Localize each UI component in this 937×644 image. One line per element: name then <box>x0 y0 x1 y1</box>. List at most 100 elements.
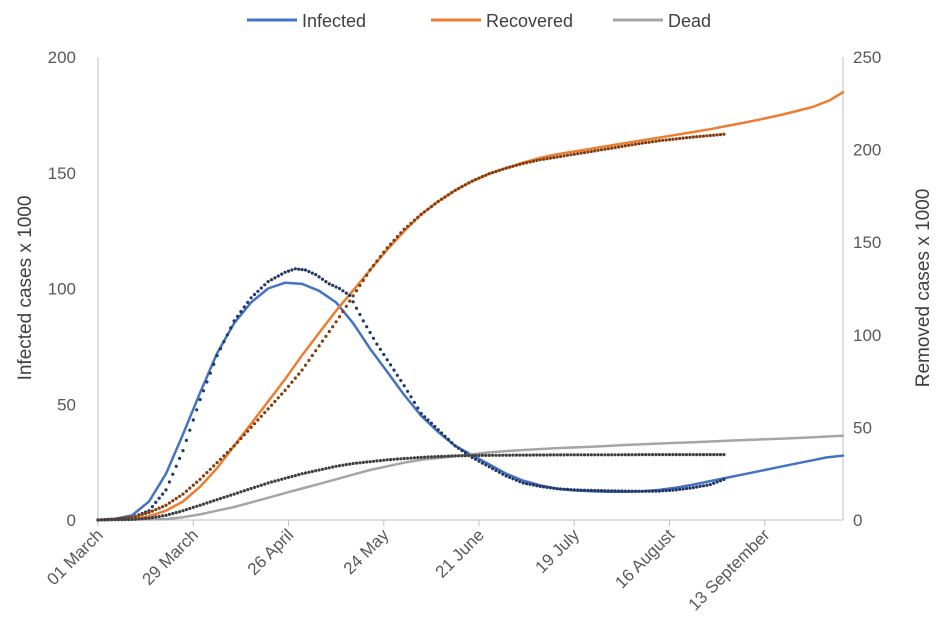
data-dot <box>382 458 386 462</box>
data-dot <box>300 472 304 476</box>
data-dot <box>208 467 212 471</box>
data-dot <box>371 263 376 268</box>
left-y-tick-label: 200 <box>48 48 76 67</box>
data-dot <box>678 136 682 141</box>
left-y-tick-label: 100 <box>48 280 76 299</box>
data-dot <box>681 136 685 140</box>
data-dot <box>334 464 338 468</box>
data-dot <box>545 157 549 161</box>
data-dot <box>116 518 120 522</box>
data-dot <box>344 291 348 295</box>
data-dot <box>385 246 389 250</box>
data-dot <box>218 457 223 461</box>
data-dot <box>654 453 658 457</box>
data-dot <box>470 454 474 458</box>
data-dot <box>174 510 178 515</box>
data-dot <box>511 477 515 481</box>
right-y-tick-label: 150 <box>853 233 881 252</box>
data-dot <box>402 384 406 388</box>
data-dot <box>450 441 454 445</box>
data-dot <box>423 455 427 459</box>
data-dot <box>263 283 267 287</box>
data-dot <box>453 454 457 458</box>
data-dot <box>562 487 566 491</box>
data-dot <box>273 276 277 280</box>
data-dot <box>229 326 233 330</box>
legend-label-infected: Infected <box>302 11 366 31</box>
data-dot <box>150 509 154 513</box>
data-dot <box>722 132 726 136</box>
data-dot <box>389 458 393 462</box>
data-dot <box>286 475 291 479</box>
data-dot <box>290 380 294 384</box>
data-dot <box>429 421 433 425</box>
data-dot <box>341 309 345 314</box>
data-dot <box>222 495 226 499</box>
data-dot <box>249 425 253 429</box>
data-dot <box>569 453 573 457</box>
data-dot <box>701 484 706 488</box>
data-dot <box>582 453 587 457</box>
data-dot <box>457 446 461 450</box>
data-dot <box>630 143 634 147</box>
data-dot <box>487 172 491 176</box>
data-dot <box>613 146 617 150</box>
data-dot <box>691 453 695 457</box>
data-dot <box>354 306 359 310</box>
data-dot <box>678 453 682 457</box>
data-dot <box>457 186 461 191</box>
data-dot <box>525 161 529 165</box>
data-dot <box>348 462 352 466</box>
series-line-dead <box>96 434 845 522</box>
data-dot <box>113 518 117 522</box>
series-line-recovered <box>96 90 845 522</box>
data-dot <box>337 315 342 319</box>
data-dot <box>467 454 471 458</box>
data-dot <box>181 449 185 453</box>
data-dot <box>661 138 665 142</box>
data-dot <box>242 489 246 493</box>
data-dot <box>463 454 467 458</box>
data-dot <box>276 478 280 482</box>
data-dot <box>487 453 491 457</box>
data-dot <box>385 458 389 462</box>
data-dot <box>280 272 284 276</box>
data-dot <box>667 488 672 492</box>
data-dot <box>491 171 495 175</box>
data-dot <box>195 408 199 412</box>
data-dot <box>137 517 141 521</box>
data-dot <box>650 453 655 457</box>
data-dot <box>307 358 311 362</box>
data-dot <box>205 380 209 384</box>
data-dot <box>647 453 651 457</box>
data-dot <box>276 396 280 400</box>
data-dot <box>644 141 648 145</box>
data-dot <box>327 329 331 334</box>
data-dot <box>320 277 325 281</box>
data-dot <box>239 310 243 314</box>
data-dot <box>327 466 331 470</box>
data-dot <box>191 505 195 509</box>
data-dot <box>300 368 304 372</box>
right-y-tick-label: 50 <box>853 418 872 437</box>
data-dot <box>252 422 257 426</box>
data-dot <box>603 453 607 457</box>
data-dot <box>103 518 107 522</box>
data-dot <box>715 453 719 457</box>
data-dot <box>695 485 699 489</box>
data-dot <box>286 269 291 273</box>
data-dot <box>433 202 437 206</box>
data-dot <box>144 511 148 516</box>
right-axis-title: Removed cases x 1000 <box>913 189 934 388</box>
data-dot <box>565 453 570 457</box>
data-dot <box>477 176 481 180</box>
data-dot <box>477 459 481 463</box>
data-dot <box>314 273 318 277</box>
data-dot <box>320 467 325 471</box>
data-dot <box>552 156 556 160</box>
data-dot <box>303 268 308 272</box>
data-dot <box>531 159 536 163</box>
data-dot <box>548 486 553 490</box>
data-dot <box>334 285 338 289</box>
